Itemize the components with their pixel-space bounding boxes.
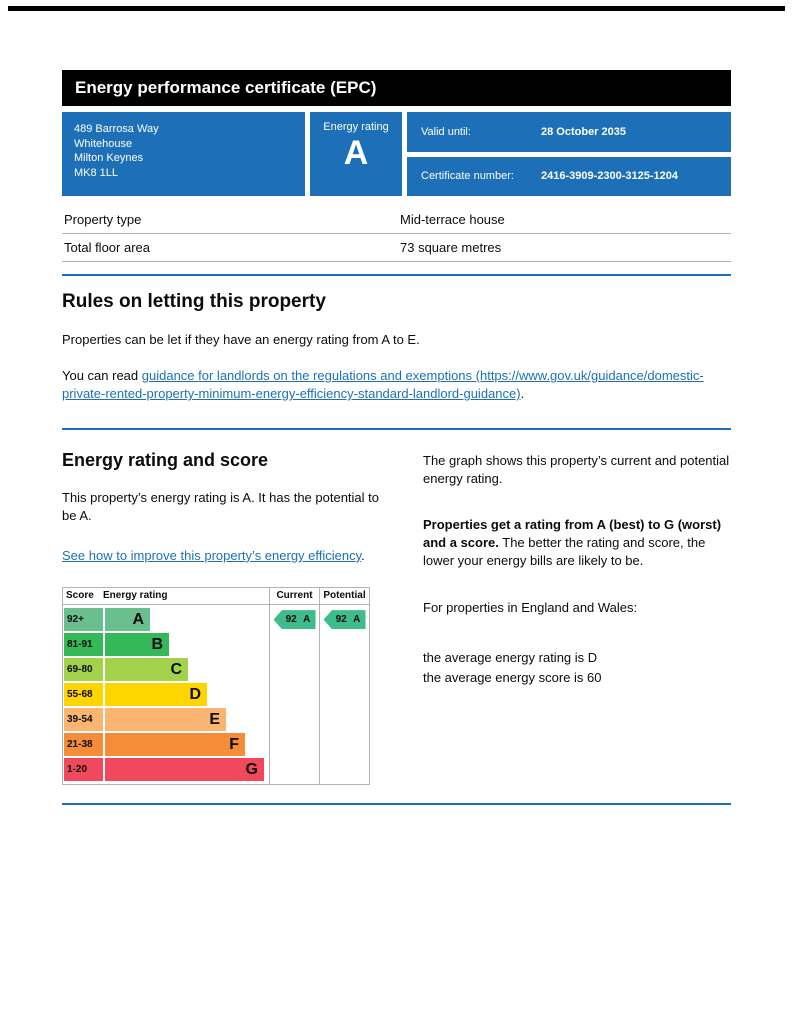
rating-summary: This property’s energy rating is A. It h… (62, 489, 379, 523)
band-letter: E (209, 711, 220, 729)
summary-panel: 489 Barrosa Way Whitehouse Milton Keynes… (62, 112, 731, 196)
band-score-range: 21-38 (64, 733, 103, 757)
band-score-range: 81-91 (64, 633, 103, 657)
certificate-number-value: 2416-3909-2300-3125-1204 (541, 170, 679, 183)
energy-rating-label: Energy rating (323, 121, 389, 133)
epc-band-row: 69-80 C (64, 658, 269, 682)
ratings-explanation: Properties get a rating from A (best) to… (423, 516, 731, 571)
letting-rules-paragraph: Properties can be let if they have an en… (62, 332, 420, 347)
rating-section: Energy rating and score This property’s … (62, 450, 731, 786)
bands-column: Score Energy rating 92+ A 81-91 B 69-80 C 55-68… (63, 588, 269, 784)
current-column-header: Current (270, 588, 319, 606)
valid-until-label: Valid until: (421, 125, 471, 138)
band-letter: F (229, 736, 239, 754)
energy-rating-column-header: Energy rating (103, 590, 168, 602)
section-divider (62, 427, 731, 430)
potential-column-header: Potential (320, 588, 369, 606)
band-letter: G (245, 761, 258, 779)
epc-band-row: 81-91 B (64, 633, 269, 657)
band-letter: D (189, 686, 201, 704)
table-row: Total floor area 73 square metres (62, 234, 731, 262)
rating-explanation-column: The graph shows this property’s current … (423, 450, 731, 786)
band-score-range: 1-20 (64, 758, 103, 782)
band-bar: F (105, 733, 245, 757)
address-line: 489 Barrosa Way (74, 123, 159, 135)
page-title: Energy performance certificate (EPC) (62, 70, 731, 106)
band-score-range: 55-68 (64, 683, 103, 707)
bands-header: Score Energy rating (63, 588, 269, 606)
guidance-suffix: . (520, 386, 525, 402)
epc-band-row: 39-54 E (64, 708, 269, 732)
band-bar: D (105, 683, 207, 707)
epc-band-row: 1-20 G (64, 758, 269, 782)
section-divider (62, 803, 731, 806)
table-row: Property type Mid-terrace house (62, 206, 731, 234)
band-score-range: 92+ (64, 608, 103, 632)
property-type-label: Property type (64, 212, 142, 227)
potential-rating-arrow: 92 A (323, 610, 366, 630)
band-score-range: 39-54 (64, 708, 103, 732)
energy-rating-chart: Score Energy rating 92+ A 81-91 B 69-80 C 55-68… (62, 587, 370, 786)
energy-rating-value: A (343, 134, 369, 172)
top-border (8, 6, 785, 11)
address-line: Milton Keynes (74, 152, 144, 165)
address-line: MK8 1LL (74, 166, 119, 179)
band-bar: G (105, 758, 264, 782)
guidance-prefix: You can read (62, 368, 142, 384)
current-rating-arrow: 92 A (273, 610, 316, 630)
property-type-value: Mid-terrace house (400, 212, 505, 227)
ratings-explanation-bold: Properties get a rating from A (best) to… (423, 516, 722, 551)
improve-suffix: . (361, 547, 365, 563)
letting-rules-heading: Rules on letting this property (62, 291, 326, 312)
average-score-line: the average energy score is 60 (423, 669, 602, 685)
rating-score-column: Energy rating and score This property’s … (62, 450, 392, 786)
floor-area-value: 73 square metres (400, 240, 502, 255)
epc-band-row: 55-68 D (64, 683, 269, 707)
band-bar: B (105, 633, 169, 657)
address-line: Whitehouse (74, 137, 133, 150)
energy-rating-box: Energy rating A (310, 112, 402, 196)
band-letter: C (170, 661, 182, 679)
band-bar: E (105, 708, 226, 732)
epc-band-row: 21-38 F (64, 733, 269, 757)
band-letter: B (151, 636, 163, 654)
certificate-number-label: Certificate number: (421, 170, 514, 183)
section-divider (62, 274, 731, 276)
band-bar: A (105, 608, 150, 632)
potential-arrow-slot: 92 A (320, 610, 369, 630)
current-column: Current 92 A (269, 588, 319, 785)
energy-rating-heading: Energy rating and score (62, 449, 269, 470)
certificate-number-row: Certificate number: 2416-3909-2300-3125-… (407, 156, 731, 196)
valid-until-row: Valid until: 28 October 2035 (407, 112, 731, 152)
property-details-table: Property type Mid-terrace house Total fl… (62, 206, 731, 262)
score-column-header: Score (66, 590, 94, 602)
graph-intro: The graph shows this property’s current … (423, 452, 730, 486)
potential-column: Potential 92 A (319, 588, 369, 785)
letting-guidance-paragraph: You can read guidance for landlords on t… (62, 367, 731, 403)
region-line: For properties in England and Wales: (423, 599, 638, 615)
epc-band-row: 92+ A (64, 608, 269, 632)
average-rating-line: the average energy rating is D (423, 649, 598, 665)
band-letter: A (132, 611, 144, 629)
floor-area-label: Total floor area (64, 240, 150, 255)
property-address: 489 Barrosa Way Whitehouse Milton Keynes… (62, 112, 305, 196)
epc-document: Energy performance certificate (EPC) 489… (62, 70, 731, 806)
band-bar: C (105, 658, 188, 682)
current-arrow-slot: 92 A (270, 610, 319, 630)
valid-until-value: 28 October 2035 (541, 125, 626, 138)
improve-efficiency-link[interactable]: See how to improve this property’s energ… (62, 547, 362, 563)
improve-paragraph: See how to improve this property’s energ… (62, 547, 392, 565)
certificate-meta: Valid until: 28 October 2035 Certificate… (407, 112, 731, 196)
epc-bands: 92+ A 81-91 B 69-80 C 55-68 D 39-54 E 21-38 F 1-20 G (63, 605, 269, 784)
ratings-explanation-rest: The better the rating and score, the low… (423, 535, 706, 569)
landlord-guidance-link[interactable]: guidance for landlords on the regulation… (62, 368, 704, 402)
band-score-range: 69-80 (64, 658, 103, 682)
